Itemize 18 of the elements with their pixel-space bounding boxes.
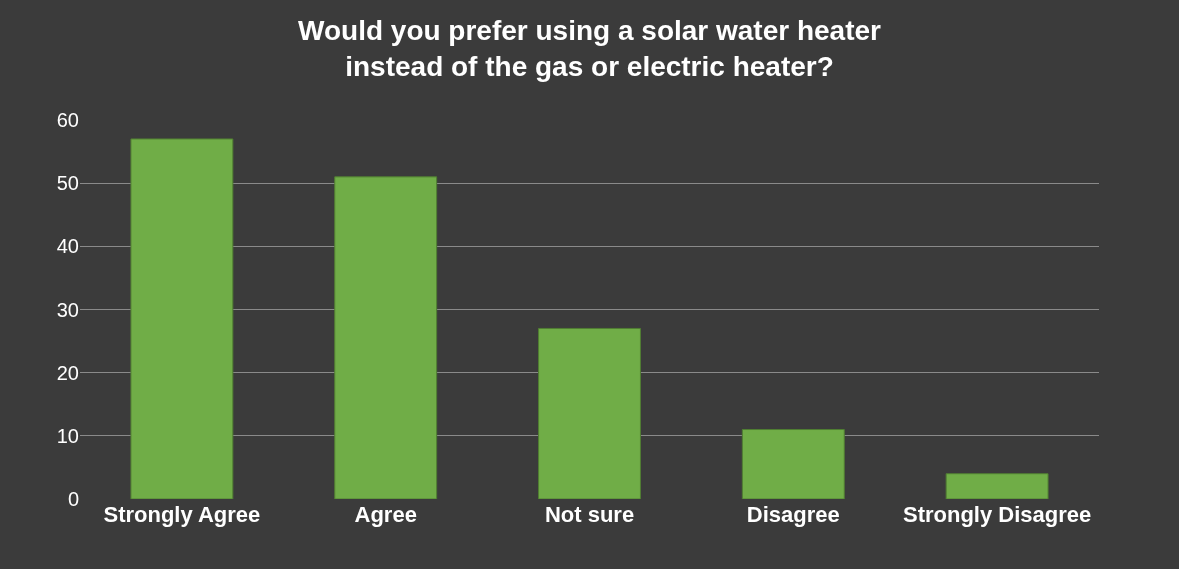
bar	[334, 176, 438, 499]
y-tick-label: 30	[56, 298, 79, 321]
y-tick-label: 20	[56, 361, 79, 384]
y-tick-label: 50	[56, 172, 79, 195]
y-tick-label: 10	[56, 424, 79, 447]
y-tick-label: 0	[67, 488, 79, 510]
bar	[538, 327, 641, 499]
bar	[130, 138, 234, 499]
x-tick-label: Strongly Disagree	[902, 502, 1092, 527]
bar	[741, 429, 845, 499]
chart-title: Would you prefer using a solar water heater instead of the gas or electric heater?	[298, 14, 882, 83]
x-tick-label: Not sure	[544, 502, 635, 527]
y-tick-label: 40	[56, 235, 79, 258]
bar	[945, 473, 1049, 499]
y-tick-label: 60	[56, 109, 79, 131]
x-tick-label: Agree	[354, 502, 417, 527]
x-tick-label: Disagree	[746, 502, 840, 527]
x-tick-label: Strongly Agree	[103, 502, 261, 527]
